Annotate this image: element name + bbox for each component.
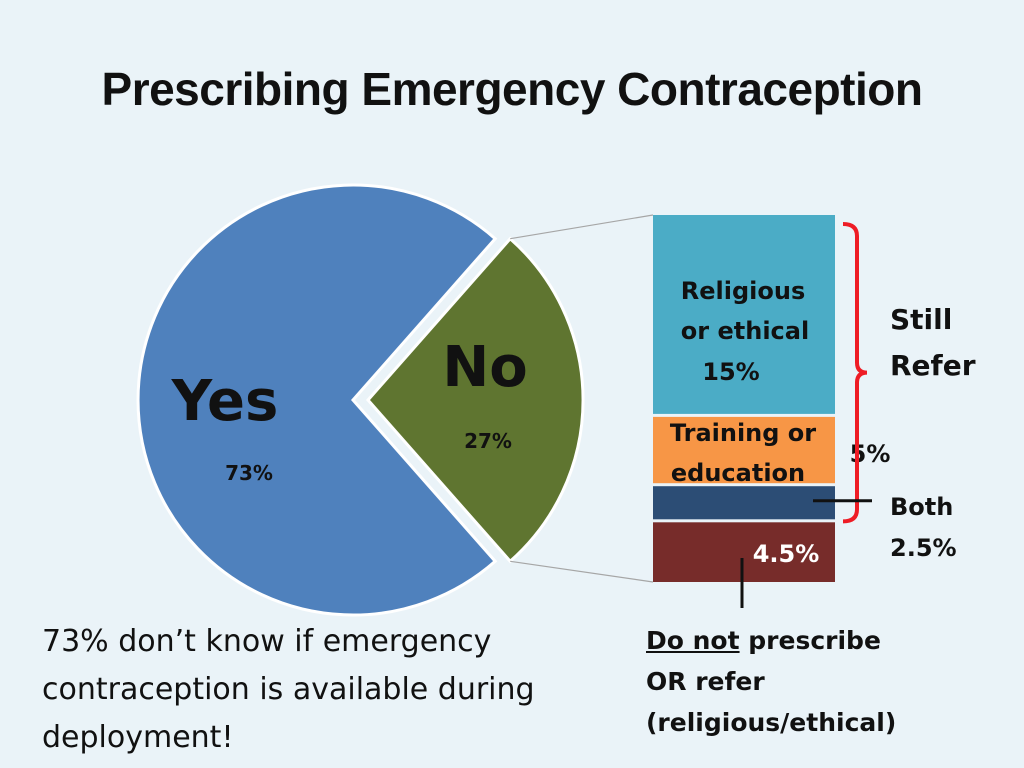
still-refer-label-2: Refer xyxy=(890,349,976,382)
pie-slice-no xyxy=(366,236,585,564)
bar-segment-3 xyxy=(653,486,835,520)
bar-segment-1 xyxy=(653,215,835,414)
do-not-prescribe-note: Do not prescribe OR refer (religious/eth… xyxy=(646,620,986,743)
pie-value-no: 27% xyxy=(464,429,512,453)
bar-value-religious: 15% xyxy=(702,358,759,386)
bar-value-do-not: 4.5% xyxy=(753,540,820,568)
pie-value-yes: 73% xyxy=(225,461,273,485)
bar-label-training-1: Training or xyxy=(670,419,816,447)
footnote: 73% don’t know if emergency contraceptio… xyxy=(42,624,535,755)
pie-slice-yes xyxy=(136,183,498,617)
do-not-emphasis: Do not xyxy=(646,626,740,655)
still-refer-label-1: Still xyxy=(890,303,952,336)
bar-label-religious-1: Religious xyxy=(681,277,805,305)
bar-segment-2 xyxy=(653,416,835,484)
both-label: Both xyxy=(890,493,953,521)
pie-label-no: No xyxy=(442,335,527,400)
still-refer-bracket xyxy=(842,222,868,524)
both-value: 2.5% xyxy=(890,534,957,562)
note-line1-rest: prescribe xyxy=(739,626,881,655)
connector-line-bottom xyxy=(510,560,654,583)
note-line2: OR refer xyxy=(646,667,765,696)
note-line3: (religious/ethical) xyxy=(646,708,897,737)
page-title: Prescribing Emergency Contraception xyxy=(101,63,923,115)
bar-label-training-2: education xyxy=(671,459,805,487)
connector-line-top xyxy=(510,214,654,240)
bar-label-religious-2: or ethical xyxy=(681,317,809,345)
pie-label-yes: Yes xyxy=(171,369,279,434)
bar-segment-4 xyxy=(653,522,835,582)
